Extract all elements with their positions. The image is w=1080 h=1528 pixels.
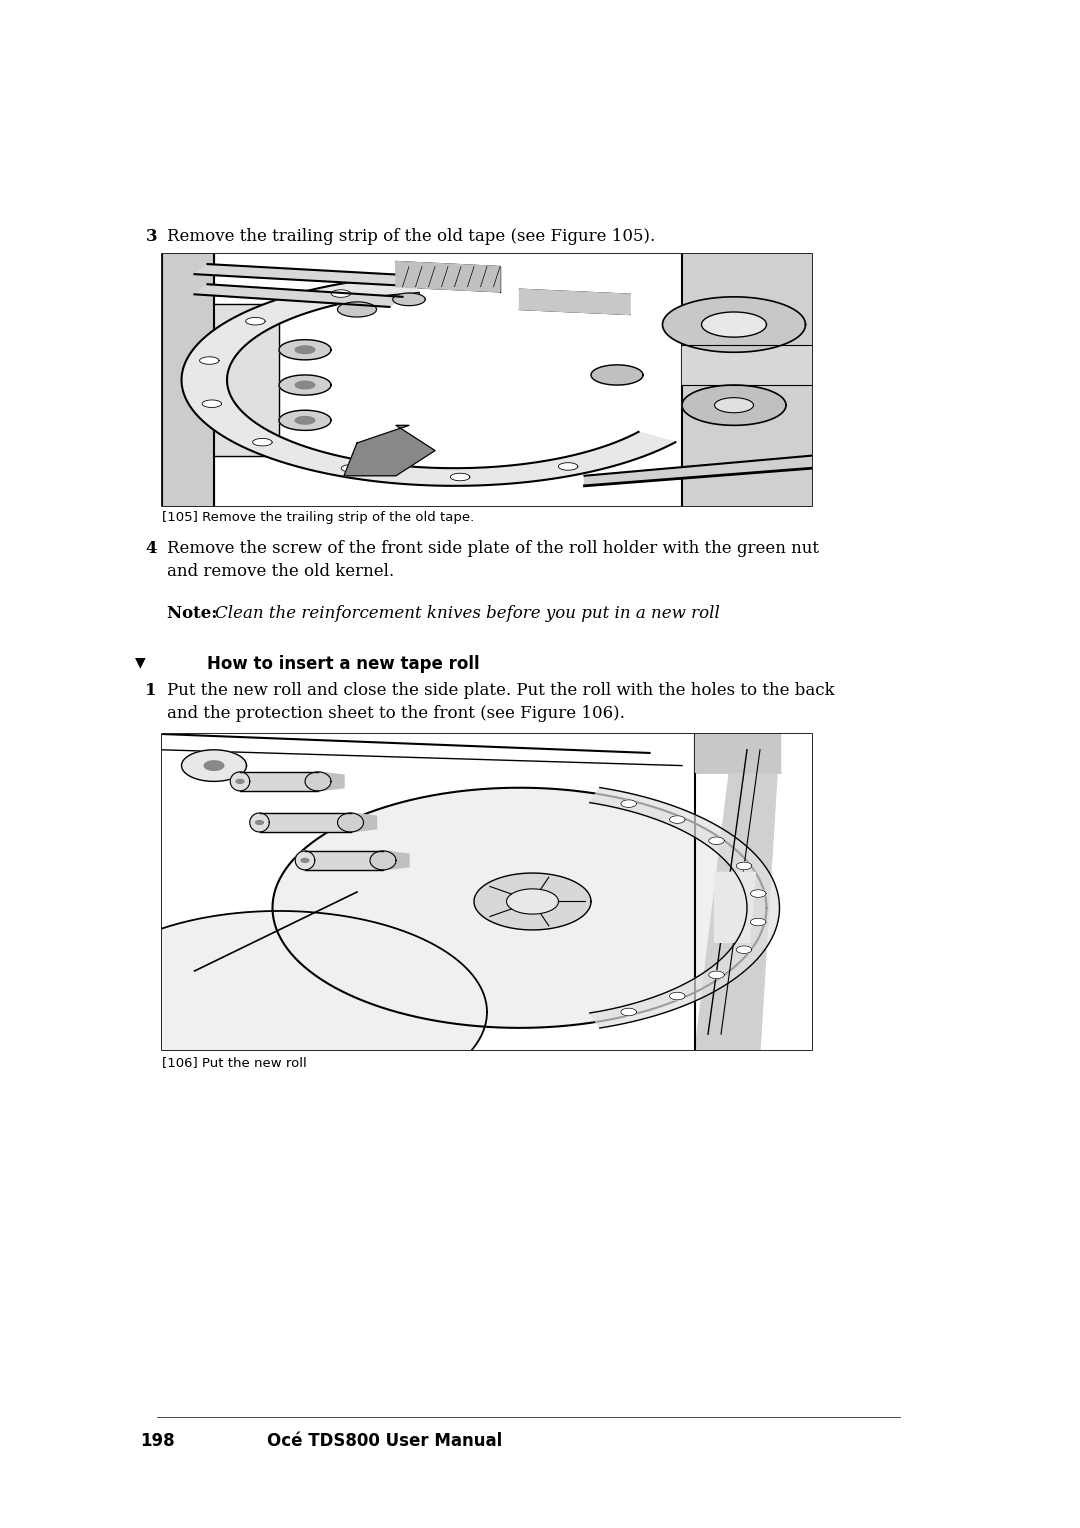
Polygon shape bbox=[591, 365, 643, 385]
Polygon shape bbox=[230, 772, 249, 792]
Polygon shape bbox=[253, 439, 272, 446]
Polygon shape bbox=[338, 303, 377, 316]
Text: Put the new roll and close the side plate. Put the roll with the holes to the ba: Put the new roll and close the side plat… bbox=[167, 681, 835, 698]
Polygon shape bbox=[681, 254, 812, 506]
Polygon shape bbox=[558, 463, 578, 471]
Polygon shape bbox=[279, 339, 330, 359]
Polygon shape bbox=[393, 293, 426, 306]
Polygon shape bbox=[450, 474, 470, 481]
Text: How to insert a new tape roll: How to insert a new tape roll bbox=[207, 656, 480, 672]
Polygon shape bbox=[162, 733, 812, 1050]
Polygon shape bbox=[272, 788, 767, 1028]
Text: 4: 4 bbox=[146, 539, 157, 558]
Bar bbox=[162, 733, 812, 1050]
Polygon shape bbox=[681, 345, 812, 385]
Polygon shape bbox=[162, 254, 214, 506]
Polygon shape bbox=[519, 289, 630, 315]
Polygon shape bbox=[696, 733, 780, 1050]
Polygon shape bbox=[237, 779, 244, 784]
Polygon shape bbox=[295, 851, 314, 869]
Text: 198: 198 bbox=[140, 1432, 175, 1450]
Polygon shape bbox=[751, 918, 766, 926]
Polygon shape bbox=[383, 851, 409, 869]
Text: Note:: Note: bbox=[167, 605, 224, 622]
Polygon shape bbox=[181, 275, 675, 486]
Polygon shape bbox=[214, 304, 279, 455]
Polygon shape bbox=[715, 872, 756, 943]
Polygon shape bbox=[737, 946, 752, 953]
Polygon shape bbox=[590, 787, 780, 1028]
Polygon shape bbox=[715, 397, 754, 413]
Polygon shape bbox=[305, 851, 383, 869]
Polygon shape bbox=[245, 318, 266, 325]
Polygon shape bbox=[507, 889, 558, 914]
Text: [105] Remove the trailing strip of the old tape.: [105] Remove the trailing strip of the o… bbox=[162, 510, 474, 524]
Polygon shape bbox=[681, 385, 786, 425]
Polygon shape bbox=[295, 345, 314, 353]
Polygon shape bbox=[295, 417, 314, 425]
Polygon shape bbox=[181, 750, 246, 781]
Text: 1: 1 bbox=[146, 681, 157, 698]
Polygon shape bbox=[194, 264, 435, 287]
Polygon shape bbox=[259, 813, 351, 831]
Polygon shape bbox=[332, 290, 351, 298]
Polygon shape bbox=[301, 859, 309, 862]
Polygon shape bbox=[702, 312, 767, 338]
Polygon shape bbox=[256, 821, 264, 825]
Polygon shape bbox=[295, 382, 314, 388]
Polygon shape bbox=[737, 862, 752, 869]
Text: Remove the screw of the front side plate of the roll holder with the green nut: Remove the screw of the front side plate… bbox=[167, 539, 820, 558]
Polygon shape bbox=[708, 837, 725, 845]
Polygon shape bbox=[751, 889, 766, 897]
Polygon shape bbox=[670, 816, 685, 824]
Polygon shape bbox=[194, 284, 403, 307]
Polygon shape bbox=[621, 1008, 636, 1016]
Polygon shape bbox=[370, 851, 396, 869]
Polygon shape bbox=[474, 872, 591, 931]
Text: [106] Put the new roll: [106] Put the new roll bbox=[162, 1056, 307, 1070]
Text: and remove the old kernel.: and remove the old kernel. bbox=[167, 562, 394, 581]
Polygon shape bbox=[71, 911, 487, 1114]
Bar bbox=[162, 254, 812, 506]
Polygon shape bbox=[670, 992, 685, 999]
Polygon shape bbox=[200, 356, 219, 364]
Polygon shape bbox=[662, 296, 806, 353]
Text: Océ TDS800 User Manual: Océ TDS800 User Manual bbox=[268, 1432, 502, 1450]
Text: Clean the reinforcement knives before you put in a new roll: Clean the reinforcement knives before yo… bbox=[215, 605, 720, 622]
Polygon shape bbox=[341, 465, 361, 472]
Polygon shape bbox=[696, 733, 780, 772]
Polygon shape bbox=[621, 799, 636, 807]
Text: 3: 3 bbox=[146, 228, 157, 244]
Polygon shape bbox=[305, 772, 330, 792]
Polygon shape bbox=[708, 972, 725, 978]
Polygon shape bbox=[249, 813, 269, 831]
Polygon shape bbox=[338, 813, 364, 831]
Polygon shape bbox=[240, 772, 318, 792]
Polygon shape bbox=[204, 761, 224, 770]
Text: Remove the trailing strip of the old tape (see Figure 105).: Remove the trailing strip of the old tap… bbox=[167, 228, 656, 244]
Polygon shape bbox=[279, 374, 330, 396]
Polygon shape bbox=[584, 455, 812, 486]
Text: and the protection sheet to the front (see Figure 106).: and the protection sheet to the front (s… bbox=[167, 704, 625, 723]
Polygon shape bbox=[345, 425, 435, 475]
Text: ▼: ▼ bbox=[135, 656, 146, 669]
Polygon shape bbox=[279, 410, 330, 431]
Polygon shape bbox=[202, 400, 221, 408]
Polygon shape bbox=[351, 813, 377, 831]
Polygon shape bbox=[318, 772, 345, 792]
Polygon shape bbox=[396, 261, 500, 292]
Polygon shape bbox=[162, 254, 812, 506]
